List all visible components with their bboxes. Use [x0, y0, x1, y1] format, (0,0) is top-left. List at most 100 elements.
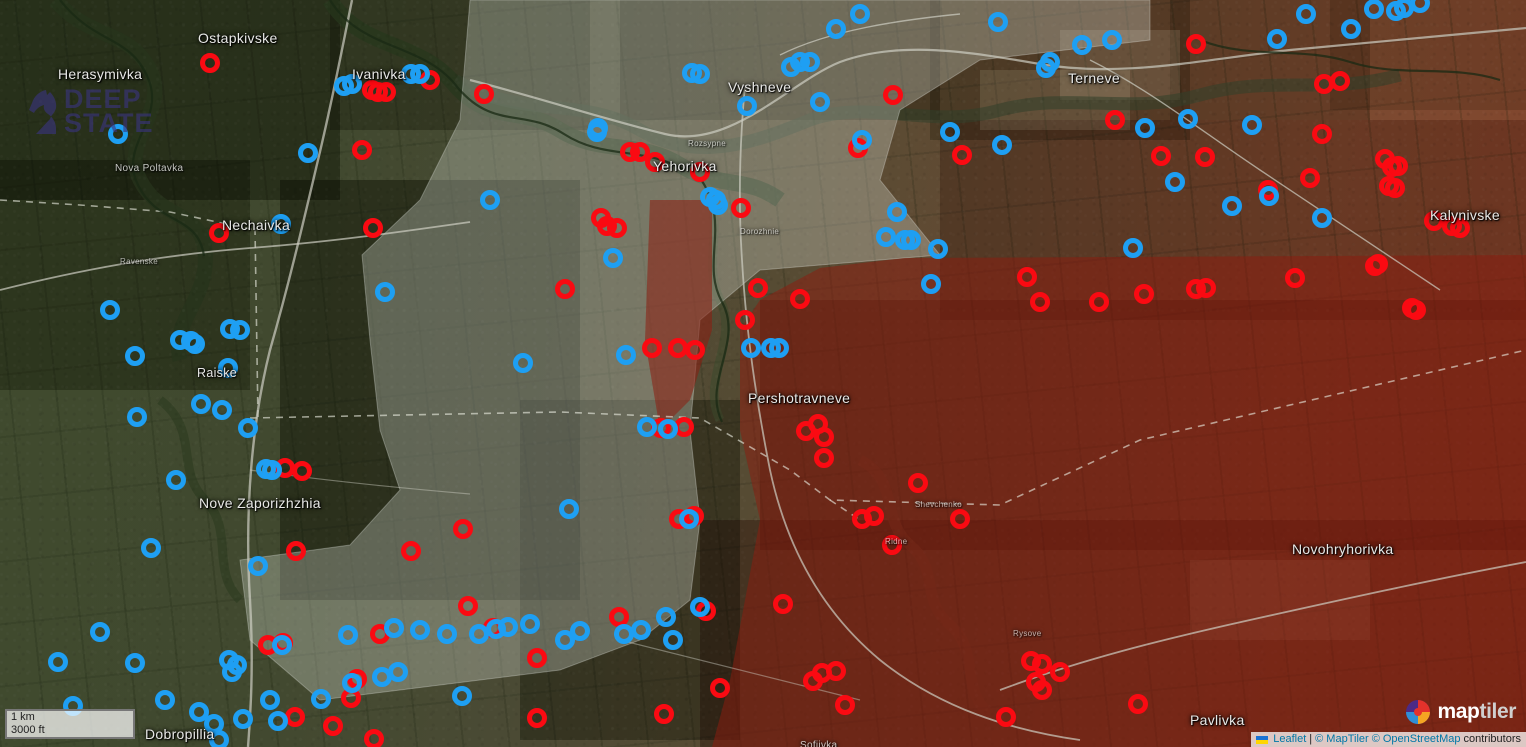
friendly-unit-marker[interactable] [631, 620, 651, 640]
friendly-unit-marker[interactable] [268, 711, 288, 731]
friendly-unit-marker[interactable] [1312, 208, 1332, 228]
hostile-unit-marker[interactable] [685, 340, 705, 360]
friendly-unit-marker[interactable] [218, 358, 238, 378]
hostile-unit-marker[interactable] [1134, 284, 1154, 304]
hostile-unit-marker[interactable] [814, 448, 834, 468]
hostile-unit-marker[interactable] [735, 310, 755, 330]
friendly-unit-marker[interactable] [876, 227, 896, 247]
friendly-unit-marker[interactable] [616, 345, 636, 365]
friendly-unit-marker[interactable] [384, 618, 404, 638]
friendly-unit-marker[interactable] [272, 635, 292, 655]
friendly-unit-marker[interactable] [238, 418, 258, 438]
friendly-unit-marker[interactable] [520, 614, 540, 634]
friendly-unit-marker[interactable] [708, 195, 728, 215]
friendly-unit-marker[interactable] [209, 730, 229, 747]
hostile-unit-marker[interactable] [1105, 110, 1125, 130]
friendly-unit-marker[interactable] [342, 74, 362, 94]
friendly-unit-marker[interactable] [1296, 4, 1316, 24]
friendly-unit-marker[interactable] [342, 673, 362, 693]
hostile-unit-marker[interactable] [908, 473, 928, 493]
friendly-unit-marker[interactable] [1178, 109, 1198, 129]
friendly-unit-marker[interactable] [800, 52, 820, 72]
hostile-unit-marker[interactable] [292, 461, 312, 481]
friendly-unit-marker[interactable] [690, 64, 710, 84]
friendly-unit-marker[interactable] [185, 334, 205, 354]
friendly-unit-marker[interactable] [1267, 29, 1287, 49]
hostile-unit-marker[interactable] [401, 541, 421, 561]
hostile-unit-marker[interactable] [453, 519, 473, 539]
friendly-unit-marker[interactable] [233, 709, 253, 729]
hostile-unit-marker[interactable] [376, 82, 396, 102]
friendly-unit-marker[interactable] [737, 96, 757, 116]
hostile-unit-marker[interactable] [1089, 292, 1109, 312]
friendly-unit-marker[interactable] [262, 460, 282, 480]
hostile-unit-marker[interactable] [882, 535, 902, 555]
maptiler-logo[interactable]: maptiler [1405, 699, 1516, 725]
friendly-unit-marker[interactable] [555, 630, 575, 650]
hostile-unit-marker[interactable] [1196, 278, 1216, 298]
friendly-unit-marker[interactable] [1102, 30, 1122, 50]
hostile-unit-marker[interactable] [748, 278, 768, 298]
hostile-unit-marker[interactable] [286, 541, 306, 561]
friendly-unit-marker[interactable] [570, 621, 590, 641]
hostile-unit-marker[interactable] [710, 678, 730, 698]
friendly-unit-marker[interactable] [452, 686, 472, 706]
hostile-unit-marker[interactable] [209, 223, 229, 243]
friendly-unit-marker[interactable] [852, 130, 872, 150]
hostile-unit-marker[interactable] [527, 648, 547, 668]
friendly-unit-marker[interactable] [271, 214, 291, 234]
friendly-unit-marker[interactable] [260, 690, 280, 710]
hostile-unit-marker[interactable] [1285, 268, 1305, 288]
hostile-unit-marker[interactable] [883, 85, 903, 105]
maptiler-link[interactable]: © MapTiler [1315, 733, 1369, 745]
friendly-unit-marker[interactable] [921, 274, 941, 294]
friendly-unit-marker[interactable] [1341, 19, 1361, 39]
hostile-unit-marker[interactable] [555, 279, 575, 299]
hostile-unit-marker[interactable] [654, 704, 674, 724]
hostile-unit-marker[interactable] [645, 152, 665, 172]
friendly-unit-marker[interactable] [826, 19, 846, 39]
hostile-unit-marker[interactable] [996, 707, 1016, 727]
friendly-unit-marker[interactable] [100, 300, 120, 320]
friendly-unit-marker[interactable] [155, 690, 175, 710]
friendly-unit-marker[interactable] [887, 202, 907, 222]
friendly-unit-marker[interactable] [498, 617, 518, 637]
friendly-unit-marker[interactable] [212, 400, 232, 420]
hostile-unit-marker[interactable] [1151, 146, 1171, 166]
friendly-unit-marker[interactable] [1222, 196, 1242, 216]
friendly-unit-marker[interactable] [437, 624, 457, 644]
friendly-unit-marker[interactable] [679, 509, 699, 529]
hostile-unit-marker[interactable] [1365, 256, 1385, 276]
friendly-unit-marker[interactable] [189, 702, 209, 722]
hostile-unit-marker[interactable] [1312, 124, 1332, 144]
openstreetmap-link[interactable]: © OpenStreetMap [1371, 733, 1461, 745]
friendly-unit-marker[interactable] [741, 338, 761, 358]
friendly-unit-marker[interactable] [141, 538, 161, 558]
friendly-unit-marker[interactable] [850, 4, 870, 24]
hostile-unit-marker[interactable] [364, 729, 384, 747]
hostile-unit-marker[interactable] [1424, 211, 1444, 231]
hostile-unit-marker[interactable] [1330, 71, 1350, 91]
friendly-unit-marker[interactable] [166, 470, 186, 490]
hostile-unit-marker[interactable] [773, 594, 793, 614]
friendly-unit-marker[interactable] [1364, 0, 1384, 19]
hostile-unit-marker[interactable] [950, 509, 970, 529]
friendly-unit-marker[interactable] [637, 417, 657, 437]
friendly-unit-marker[interactable] [588, 118, 608, 138]
hostile-unit-marker[interactable] [363, 218, 383, 238]
friendly-unit-marker[interactable] [375, 282, 395, 302]
friendly-unit-marker[interactable] [690, 597, 710, 617]
friendly-unit-marker[interactable] [1123, 238, 1143, 258]
hostile-unit-marker[interactable] [630, 142, 650, 162]
hostile-unit-marker[interactable] [607, 218, 627, 238]
hostile-unit-marker[interactable] [1406, 300, 1426, 320]
friendly-unit-marker[interactable] [125, 346, 145, 366]
hostile-unit-marker[interactable] [952, 145, 972, 165]
hostile-unit-marker[interactable] [1450, 218, 1470, 238]
friendly-unit-marker[interactable] [480, 190, 500, 210]
friendly-unit-marker[interactable] [992, 135, 1012, 155]
hostile-unit-marker[interactable] [1195, 147, 1215, 167]
friendly-unit-marker[interactable] [311, 689, 331, 709]
friendly-unit-marker[interactable] [108, 124, 128, 144]
